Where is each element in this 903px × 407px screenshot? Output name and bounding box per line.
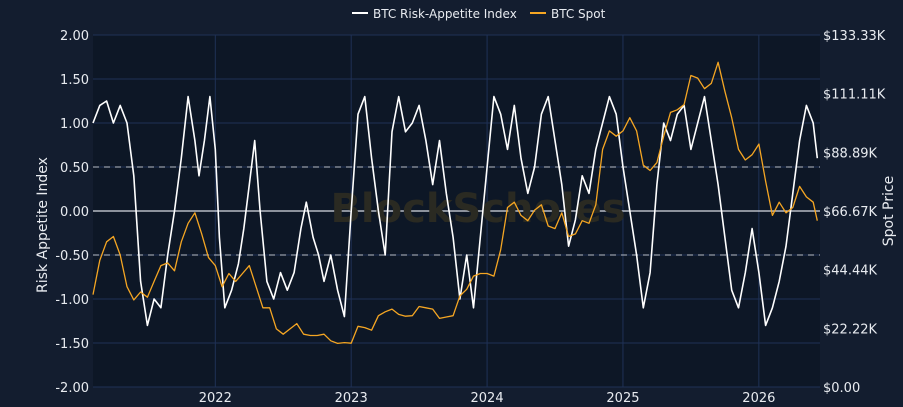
reference-lines bbox=[93, 166, 820, 256]
series-layer bbox=[92, 61, 819, 345]
legend: BTC Risk-Appetite Index BTC Spot bbox=[352, 7, 606, 21]
right-tick-label-3: $66.67K bbox=[823, 205, 877, 220]
left-tick-label-4: 0.00 bbox=[60, 205, 89, 220]
series-line-risk-appetite bbox=[92, 95, 819, 327]
watermark: BlockScholes bbox=[330, 186, 625, 232]
left-tick-label-6: -1.00 bbox=[55, 293, 89, 308]
legend-label-btc-spot: BTC Spot bbox=[551, 7, 606, 21]
x-tick-label-2: 2024 bbox=[471, 391, 504, 406]
right-tick-label-6: $0.00 bbox=[823, 381, 860, 396]
x-tick-label-3: 2025 bbox=[606, 391, 639, 406]
x-tick-label-0: 2022 bbox=[199, 391, 232, 406]
left-tick-label-5: -0.50 bbox=[55, 249, 89, 264]
left-tick-label-1: 1.50 bbox=[60, 73, 89, 88]
right-tick-label-5: $22.22K bbox=[823, 322, 877, 337]
left-axis-ticks: 2.00 1.50 1.00 0.50 0.00 -0.50 -1.00 -1.50 -2.00 bbox=[55, 29, 89, 396]
legend-label-risk-appetite: BTC Risk-Appetite Index bbox=[373, 7, 517, 21]
right-tick-label-1: $111.11K bbox=[823, 88, 886, 103]
left-axis-label: Risk Appetite Index bbox=[35, 157, 51, 293]
right-tick-label-2: $88.89K bbox=[823, 146, 877, 161]
left-tick-label-2: 1.00 bbox=[60, 117, 89, 132]
x-axis-ticks: 2022 2023 2024 2025 2026 bbox=[199, 391, 776, 406]
x-tick-label-1: 2023 bbox=[335, 391, 368, 406]
right-tick-label-0: $133.33K bbox=[823, 29, 886, 44]
left-tick-label-3: 0.50 bbox=[60, 161, 89, 176]
right-tick-label-4: $44.44K bbox=[823, 264, 877, 279]
series-line-btc-spot bbox=[92, 61, 818, 345]
left-tick-label-8: -2.00 bbox=[55, 381, 89, 396]
left-tick-label-0: 2.00 bbox=[60, 29, 89, 44]
right-axis-label: Spot Price bbox=[881, 176, 897, 246]
x-tick-label-4: 2026 bbox=[742, 391, 775, 406]
right-axis-ticks: $133.33K $111.11K $88.89K $66.67K $44.44K $22… bbox=[823, 29, 886, 396]
left-tick-label-7: -1.50 bbox=[55, 337, 89, 352]
